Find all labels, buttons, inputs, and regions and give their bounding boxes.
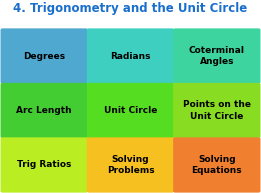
Text: Arc Length: Arc Length — [16, 106, 72, 115]
FancyBboxPatch shape — [87, 137, 174, 193]
FancyBboxPatch shape — [1, 137, 88, 193]
Text: Solving
Problems: Solving Problems — [107, 155, 154, 175]
FancyBboxPatch shape — [173, 137, 260, 193]
FancyBboxPatch shape — [87, 83, 174, 138]
FancyBboxPatch shape — [87, 28, 174, 84]
FancyBboxPatch shape — [1, 83, 88, 138]
Text: Points on the
Unit Circle: Points on the Unit Circle — [183, 100, 251, 121]
Text: Trig Ratios: Trig Ratios — [17, 161, 71, 169]
Text: Coterminal
Angles: Coterminal Angles — [189, 46, 245, 66]
Text: Unit Circle: Unit Circle — [104, 106, 157, 115]
Text: Radians: Radians — [110, 52, 151, 60]
FancyBboxPatch shape — [173, 83, 260, 138]
Text: Solving
Equations: Solving Equations — [192, 155, 242, 175]
FancyBboxPatch shape — [173, 28, 260, 84]
Text: Degrees: Degrees — [23, 52, 65, 60]
Text: 4. Trigonometry and the Unit Circle: 4. Trigonometry and the Unit Circle — [13, 2, 248, 15]
FancyBboxPatch shape — [1, 28, 88, 84]
